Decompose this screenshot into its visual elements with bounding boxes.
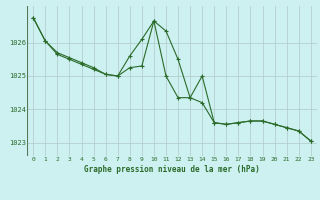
X-axis label: Graphe pression niveau de la mer (hPa): Graphe pression niveau de la mer (hPa): [84, 165, 260, 174]
